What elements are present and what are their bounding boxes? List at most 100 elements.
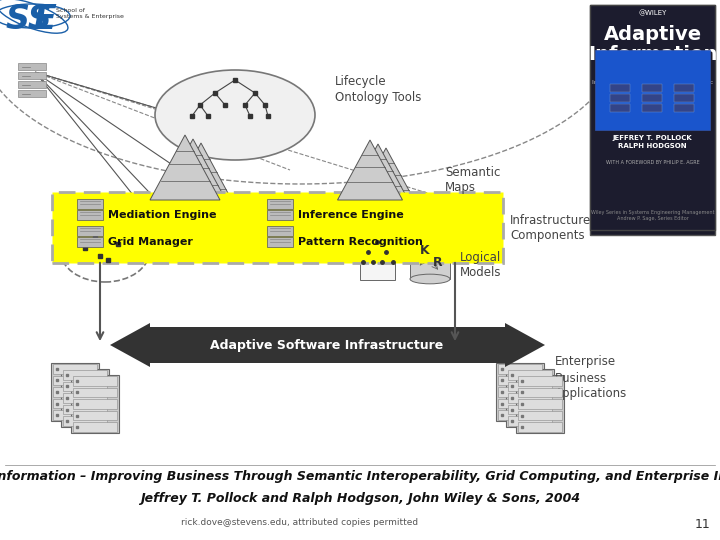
FancyBboxPatch shape — [52, 192, 503, 263]
Bar — [53, 376, 97, 385]
Bar — [498, 387, 542, 397]
Bar — [53, 399, 97, 408]
Bar — [674, 94, 694, 102]
Text: Semantic
Maps: Semantic Maps — [445, 165, 500, 194]
Text: @WILEY: @WILEY — [639, 10, 667, 17]
Text: Adaptive
Information: Adaptive Information — [588, 25, 717, 64]
Polygon shape — [110, 323, 150, 367]
Bar — [610, 84, 630, 92]
Bar — [518, 388, 562, 397]
Text: Pattern Recognition: Pattern Recognition — [298, 237, 423, 247]
Polygon shape — [354, 148, 418, 208]
Bar — [506, 369, 554, 427]
Bar — [590, 5, 715, 230]
Bar — [360, 238, 395, 280]
Text: rick.dove@stevens.edu, attributed copies permitted: rick.dove@stevens.edu, attributed copies… — [181, 518, 418, 527]
Bar — [63, 382, 107, 391]
Bar — [71, 375, 119, 433]
Bar — [674, 104, 694, 112]
Bar — [150, 327, 505, 363]
Bar — [642, 94, 662, 102]
Bar — [18, 90, 46, 97]
Bar — [73, 411, 117, 421]
Text: Adaptive Information – Improving Business Through Semantic Interoperability, Gri: Adaptive Information – Improving Busines… — [0, 470, 720, 483]
Bar — [518, 422, 562, 432]
FancyBboxPatch shape — [77, 210, 103, 220]
Text: R: R — [433, 255, 443, 268]
Bar — [63, 393, 107, 403]
Bar — [508, 393, 552, 403]
Text: Inference Engine: Inference Engine — [298, 210, 404, 220]
Bar — [610, 94, 630, 102]
Bar — [63, 405, 107, 414]
Text: Grid Manager: Grid Manager — [108, 237, 193, 247]
Text: 11: 11 — [694, 518, 710, 531]
Bar — [508, 370, 552, 380]
Bar — [496, 363, 544, 421]
Bar — [18, 81, 46, 88]
Polygon shape — [166, 143, 236, 208]
Bar — [53, 410, 97, 420]
Polygon shape — [346, 144, 410, 204]
Text: Enterprise
Business
Applications: Enterprise Business Applications — [555, 355, 627, 401]
FancyBboxPatch shape — [267, 237, 293, 247]
FancyBboxPatch shape — [267, 226, 293, 236]
Bar — [518, 399, 562, 409]
Bar — [53, 364, 97, 374]
Bar — [73, 399, 117, 409]
Bar — [508, 405, 552, 414]
Bar — [508, 416, 552, 426]
Text: Infrastructure
Components: Infrastructure Components — [510, 213, 591, 242]
Bar — [642, 104, 662, 112]
Text: Logical
Models: Logical Models — [460, 251, 502, 280]
Ellipse shape — [410, 230, 450, 240]
Bar — [498, 376, 542, 385]
Bar — [73, 422, 117, 432]
Polygon shape — [505, 323, 545, 367]
Polygon shape — [158, 139, 228, 204]
Text: E: E — [33, 3, 55, 36]
Text: SS: SS — [5, 3, 52, 36]
Bar — [156, 250, 184, 260]
Bar — [63, 416, 107, 426]
Bar — [642, 84, 662, 92]
FancyBboxPatch shape — [267, 210, 293, 220]
Text: Jeffrey T. Pollock and Ralph Hodgson, John Wiley & Sons, 2004: Jeffrey T. Pollock and Ralph Hodgson, Jo… — [140, 492, 580, 505]
FancyBboxPatch shape — [77, 226, 103, 236]
Text: Lifecycle
Ontology Tools: Lifecycle Ontology Tools — [335, 76, 421, 105]
Bar — [518, 411, 562, 421]
Bar — [18, 72, 46, 79]
Bar — [53, 387, 97, 397]
Bar — [508, 382, 552, 391]
Text: Adaptive Software Infrastructure: Adaptive Software Infrastructure — [210, 339, 444, 352]
Bar — [51, 363, 99, 421]
FancyBboxPatch shape — [267, 199, 293, 209]
Bar — [590, 5, 715, 235]
Bar — [73, 388, 117, 397]
Bar — [498, 399, 542, 408]
Text: School of
Systems & Enterprise: School of Systems & Enterprise — [56, 8, 124, 19]
Bar — [73, 376, 117, 386]
Ellipse shape — [410, 274, 450, 284]
Bar — [610, 104, 630, 112]
Bar — [518, 376, 562, 386]
Bar — [595, 50, 710, 130]
Bar — [61, 369, 109, 427]
Polygon shape — [150, 135, 220, 200]
Bar — [516, 375, 564, 433]
Bar — [498, 410, 542, 420]
FancyBboxPatch shape — [77, 237, 103, 247]
Text: Mediation Engine: Mediation Engine — [108, 210, 217, 220]
Bar — [156, 237, 184, 247]
Ellipse shape — [155, 70, 315, 160]
Text: JEFFREY T. POLLOCK
RALPH HODGSON: JEFFREY T. POLLOCK RALPH HODGSON — [613, 135, 693, 149]
Polygon shape — [338, 140, 402, 200]
FancyBboxPatch shape — [77, 199, 103, 209]
Text: WITH A FOREWORD BY PHILIP E. AGRE: WITH A FOREWORD BY PHILIP E. AGRE — [606, 160, 699, 165]
Bar — [498, 364, 542, 374]
Text: Improving Business Through Semantic
Interoperability, Grid Computing,
and Enterp: Improving Business Through Semantic Inte… — [592, 80, 713, 97]
Bar — [674, 84, 694, 92]
Text: Wiley Series in Systems Engineering Management
Andrew P. Sage, Series Editor: Wiley Series in Systems Engineering Mana… — [590, 210, 714, 221]
Bar — [63, 370, 107, 380]
Bar — [18, 63, 46, 70]
